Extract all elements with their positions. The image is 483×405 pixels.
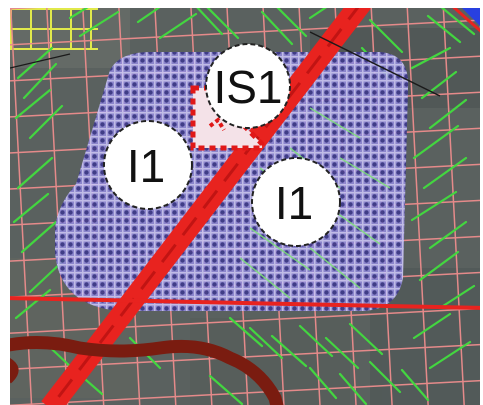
upper-boundary-line[interactable] [309, 31, 441, 97]
zone-label-i1-right[interactable]: I1 [251, 157, 341, 247]
horizontal-boundary-line[interactable] [10, 296, 480, 310]
main-road[interactable] [41, 8, 371, 405]
highlighted-parcel-blue[interactable] [458, 8, 480, 30]
zone-label-is1-text: IS1 [213, 61, 282, 113]
zoning-map[interactable]: IS1 I1 I1 [10, 8, 480, 405]
plot-boundary-brown[interactable] [10, 335, 284, 405]
zone-label-i1-right-text: I1 [275, 177, 313, 229]
upper-boundary-line-left[interactable] [10, 53, 71, 69]
zone-label-i1-left[interactable]: I1 [103, 120, 193, 210]
zone-label-i1-left-text: I1 [127, 140, 165, 192]
zone-label-is1[interactable]: IS1 [205, 43, 291, 129]
